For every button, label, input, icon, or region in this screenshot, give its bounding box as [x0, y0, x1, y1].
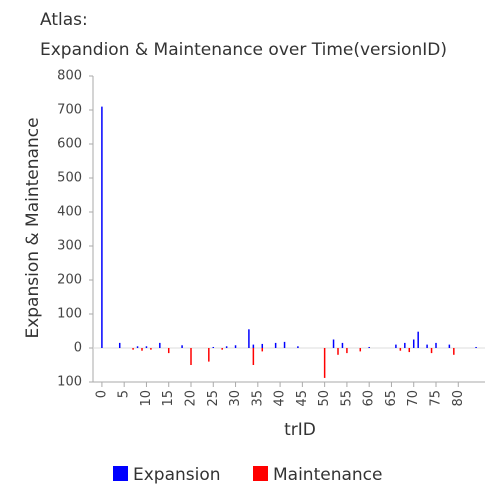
x-tick-label: 50 — [317, 390, 332, 407]
chart-subtitle: Expandion & Maintenance over Time(versio… — [40, 40, 447, 60]
x-tick-label: 10 — [139, 390, 154, 407]
y-tick-label: 200 — [57, 273, 82, 288]
x-tick-label: 60 — [362, 390, 377, 407]
x-tick-label: 65 — [384, 390, 399, 407]
y-tick-label: 800 — [57, 69, 82, 84]
y-tick-label: 400 — [57, 205, 82, 220]
x-axis-label: trID — [284, 420, 316, 440]
x-tick-label: 45 — [295, 390, 310, 407]
x-tick-label: 30 — [228, 390, 243, 407]
y-tick-label: 700 — [57, 103, 82, 118]
y-tick-label: 300 — [57, 239, 82, 254]
y-axis-label: Expansion & Maintenance — [23, 117, 43, 338]
x-tick-label: 70 — [406, 390, 421, 407]
legend-swatch — [113, 466, 128, 481]
x-tick-label: 15 — [161, 390, 176, 407]
legend-label: Maintenance — [273, 465, 382, 485]
x-tick-label: 40 — [273, 390, 288, 407]
y-tick-label: 100 — [57, 375, 82, 390]
y-tick-label: 500 — [57, 171, 82, 186]
x-tick-label: 75 — [429, 390, 444, 407]
x-tick-label: 55 — [339, 390, 354, 407]
y-tick-label: 100 — [57, 307, 82, 322]
chart-title: Atlas: — [40, 10, 88, 30]
x-tick-label: 5 — [117, 390, 132, 398]
x-tick-label: 80 — [451, 390, 466, 407]
y-tick-label: 0 — [74, 341, 82, 356]
x-tick-label: 25 — [206, 390, 221, 407]
x-tick-label: 20 — [184, 390, 199, 407]
legend-label: Expansion — [133, 465, 221, 485]
y-tick-label: 600 — [57, 137, 82, 152]
x-tick-label: 0 — [94, 390, 109, 398]
legend-swatch — [253, 466, 268, 481]
x-tick-label: 35 — [250, 390, 265, 407]
